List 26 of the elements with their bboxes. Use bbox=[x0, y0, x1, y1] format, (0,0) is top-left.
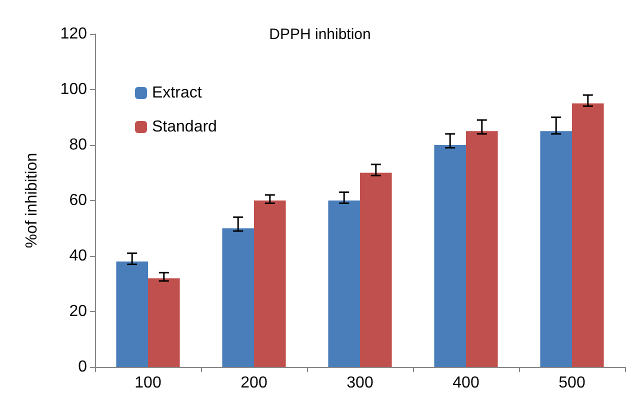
x-tick-label: 300 bbox=[346, 374, 374, 392]
bar bbox=[360, 172, 392, 367]
legend-label: Standard bbox=[152, 118, 217, 136]
legend-label: Extract bbox=[152, 84, 202, 102]
bar bbox=[222, 228, 254, 367]
y-axis-title: %of inhibition bbox=[24, 152, 40, 248]
x-tick-label: 400 bbox=[452, 374, 480, 392]
y-tick-label: 100 bbox=[60, 81, 88, 98]
bar bbox=[434, 145, 466, 367]
y-tick-label: 20 bbox=[69, 303, 88, 320]
x-tick-label: 500 bbox=[558, 374, 586, 392]
y-tick-label: 0 bbox=[78, 358, 88, 376]
y-tick-label: 80 bbox=[69, 136, 88, 154]
bar bbox=[540, 131, 572, 367]
y-tick-label: 60 bbox=[69, 192, 88, 209]
bar bbox=[572, 103, 604, 367]
bar bbox=[254, 200, 286, 367]
bar bbox=[116, 262, 148, 367]
x-tick-label: 200 bbox=[240, 374, 268, 392]
bar bbox=[148, 278, 180, 367]
y-tick-label: 120 bbox=[60, 26, 88, 42]
bar bbox=[328, 200, 360, 367]
y-tick-label: 40 bbox=[69, 248, 88, 264]
chart-title: DPPH inhibtion bbox=[269, 26, 371, 43]
bar bbox=[466, 131, 498, 367]
x-tick-label: 100 bbox=[134, 374, 162, 392]
